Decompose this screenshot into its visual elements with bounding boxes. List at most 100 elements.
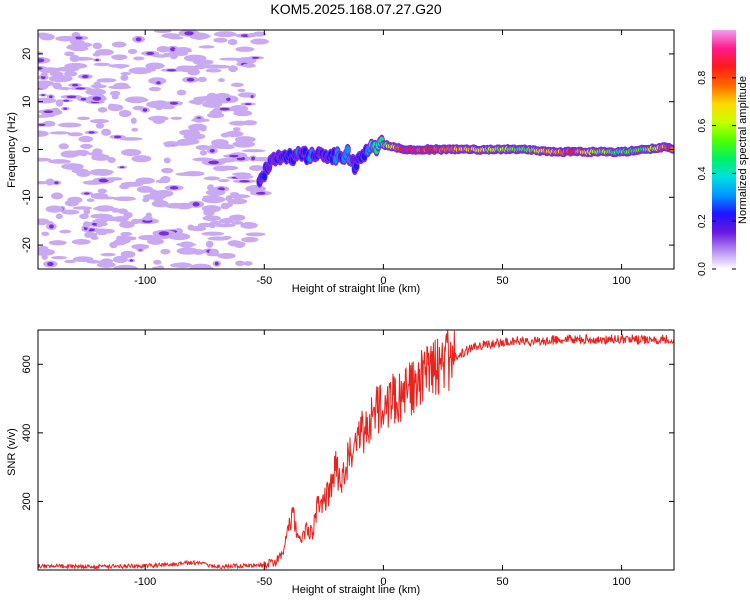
- spectrogram-x-tick-label: 50: [496, 275, 508, 287]
- noise-blob: [179, 241, 195, 248]
- snr-y-axis-label: SNR (v/v): [6, 428, 18, 476]
- spectrogram-y-tick-label: 0: [21, 146, 33, 152]
- noise-blob: [205, 240, 214, 248]
- noise-blob: [217, 158, 236, 163]
- noise-blob: [91, 154, 110, 159]
- spectrogram-y-tick-label: 10: [21, 96, 33, 108]
- noise-blob: [248, 165, 265, 171]
- noise-blob: [131, 127, 139, 132]
- noise-blob: [55, 66, 80, 72]
- noise-blob: [187, 224, 195, 231]
- noise-blob-core: [244, 103, 252, 106]
- noise-blob-core: [88, 131, 95, 134]
- noise-blob: [175, 140, 191, 146]
- spectrogram-y-tick-label: -20: [21, 237, 33, 253]
- noise-blob: [161, 167, 174, 174]
- snr-x-tick-label: -100: [134, 576, 156, 588]
- noise-blob: [217, 252, 236, 259]
- noise-blob: [108, 63, 130, 68]
- noise-blob: [85, 88, 106, 96]
- noise-blob-core: [209, 148, 215, 153]
- snr-x-tick-label: 100: [612, 576, 630, 588]
- noise-blob-core: [156, 81, 161, 85]
- noise-blob: [59, 229, 72, 234]
- noise-blob: [231, 221, 244, 225]
- noise-blob: [92, 42, 103, 50]
- noise-blob: [101, 228, 115, 234]
- noise-blob: [152, 54, 170, 58]
- noise-blob: [232, 172, 252, 177]
- noise-blob: [58, 122, 82, 128]
- noise-blob: [191, 118, 210, 123]
- noise-blob: [131, 155, 152, 163]
- noise-blob: [92, 218, 108, 224]
- snr-y-tick-label: 600: [21, 355, 33, 373]
- noise-blob: [200, 150, 208, 156]
- noise-blob: [167, 36, 184, 40]
- noise-blob: [189, 265, 214, 269]
- noise-blob: [201, 205, 222, 213]
- noise-blob: [227, 198, 248, 205]
- spectrogram-y-tick-label: -10: [21, 189, 33, 205]
- noise-blob: [205, 68, 222, 73]
- noise-blob: [113, 196, 137, 202]
- noise-blob: [113, 82, 130, 89]
- noise-blob-core: [169, 101, 179, 105]
- noise-blob: [188, 123, 207, 131]
- noise-blob-core: [255, 191, 266, 195]
- noise-blob-core: [63, 99, 70, 102]
- noise-blob: [209, 220, 222, 225]
- noise-blob: [198, 45, 215, 49]
- noise-blob: [228, 214, 246, 221]
- noise-blob: [48, 240, 67, 246]
- noise-blob: [92, 52, 101, 57]
- noise-blob: [113, 239, 127, 246]
- noise-blob-core: [49, 95, 53, 99]
- noise-blob-core: [41, 94, 45, 96]
- chart-title: KOM5.2025.168.07.27.G20: [270, 1, 441, 17]
- noise-blob: [214, 92, 231, 99]
- noise-blob: [146, 100, 167, 109]
- noise-blob: [67, 132, 84, 137]
- noise-blob-core: [170, 47, 176, 52]
- noise-blob: [235, 260, 245, 267]
- noise-blob: [165, 202, 185, 209]
- noise-blob-core: [208, 160, 219, 165]
- noise-blob: [205, 189, 226, 196]
- noise-blob: [243, 261, 253, 266]
- noise-blob-core: [228, 154, 239, 158]
- noise-blob: [61, 209, 80, 215]
- noise-blob: [49, 131, 71, 135]
- snr-y-tick-label: 200: [21, 492, 33, 510]
- noise-blob: [120, 72, 132, 76]
- noise-blob: [96, 261, 116, 268]
- noise-blob: [255, 38, 265, 42]
- noise-blob-core: [184, 31, 194, 36]
- noise-blob-core: [38, 123, 46, 126]
- noise-blob: [241, 149, 266, 153]
- noise-blob: [152, 266, 164, 269]
- noise-blob: [247, 32, 257, 38]
- noise-blob: [142, 215, 153, 221]
- noise-blob: [170, 116, 183, 120]
- noise-blob: [119, 221, 135, 229]
- noise-blob: [211, 139, 229, 147]
- noise-blob: [245, 185, 267, 193]
- colorbar-tick-label: 0.2: [697, 214, 708, 228]
- noise-blob: [202, 100, 223, 108]
- noise-blob: [136, 185, 154, 193]
- noise-blob-core: [158, 231, 170, 236]
- noise-blob: [38, 181, 50, 185]
- noise-blob: [138, 234, 160, 241]
- noise-blob: [105, 177, 123, 181]
- noise-blob: [72, 256, 94, 263]
- spectrogram-signal-track: [256, 134, 674, 188]
- colorbar-tick-label: 0.6: [697, 118, 708, 132]
- noise-blob: [50, 255, 68, 260]
- noise-blob-core: [80, 97, 87, 101]
- noise-blob: [112, 216, 129, 222]
- colorbar-tick-label: 0.4: [697, 166, 708, 180]
- noise-blob: [235, 46, 255, 52]
- noise-blob: [192, 98, 204, 105]
- noise-blob: [96, 222, 103, 228]
